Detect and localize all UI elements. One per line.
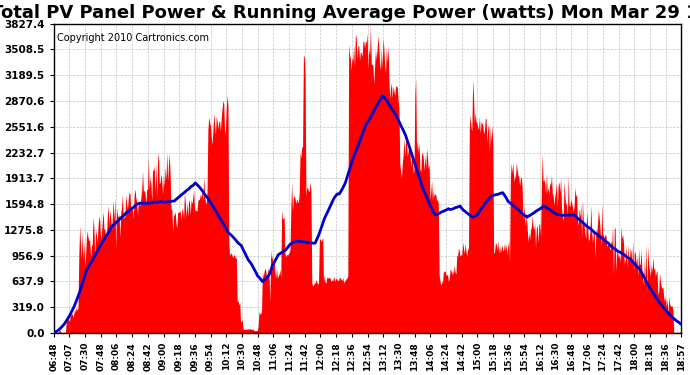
Title: Total PV Panel Power & Running Average Power (watts) Mon Mar 29 19:11: Total PV Panel Power & Running Average P… — [0, 4, 690, 22]
Text: Copyright 2010 Cartronics.com: Copyright 2010 Cartronics.com — [57, 33, 209, 43]
